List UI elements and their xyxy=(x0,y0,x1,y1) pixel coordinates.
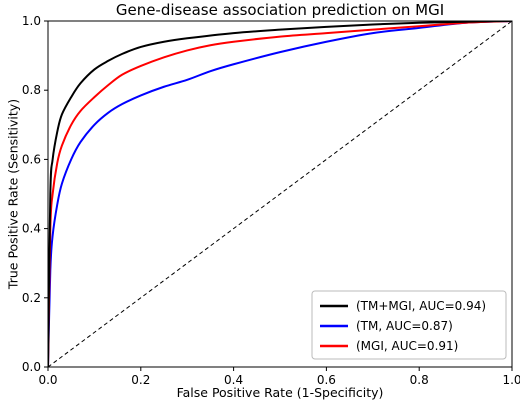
y-tick-label: 0.4 xyxy=(22,222,41,236)
chart-title: Gene-disease association prediction on M… xyxy=(116,1,444,19)
x-axis-label: False Positive Rate (1-Specificity) xyxy=(177,385,384,400)
series-line-tm-mgi xyxy=(48,21,512,367)
x-tick-label: 0.4 xyxy=(224,373,243,387)
y-tick-label: 1.0 xyxy=(22,14,41,28)
series-line-mgi xyxy=(48,21,512,367)
legend-entry-tm: (TM, AUC=0.87) xyxy=(320,319,453,333)
legend-label: (TM+MGI, AUC=0.94) xyxy=(356,299,486,313)
y-tick-label: 0.2 xyxy=(22,291,41,305)
plot-area: 0.0 0.2 0.4 0.6 0.8 1.0 0.0 0.2 0.4 0.6 0.8 1.0 (TM+… xyxy=(22,14,520,387)
reference-diagonal-line xyxy=(47,20,513,368)
x-tick-label: 0.6 xyxy=(317,373,336,387)
legend: (TM+MGI, AUC=0.94) (TM, AUC=0.87) (MGI, AU… xyxy=(311,290,507,360)
plot-frame xyxy=(47,20,513,368)
legend-box xyxy=(311,290,507,360)
y-tick-label: 0.6 xyxy=(22,152,41,166)
x-tick-label: 0.8 xyxy=(410,373,429,387)
legend-entry-tm-mgi: (TM+MGI, AUC=0.94) xyxy=(320,299,486,313)
x-tick-label: 0.2 xyxy=(131,373,150,387)
x-tick-label: 0.0 xyxy=(38,373,57,387)
y-tick-label: 0.8 xyxy=(22,83,41,97)
y-axis-label: True Positive Rate (Sensitivity) xyxy=(6,99,21,290)
y-tick-label: 0.0 xyxy=(22,360,41,374)
x-tick-label: 1.0 xyxy=(502,373,520,387)
legend-label: (TM, AUC=0.87) xyxy=(356,319,453,333)
series-line-tm xyxy=(48,21,512,367)
legend-label: (MGI, AUC=0.91) xyxy=(356,339,458,353)
legend-entry-mgi: (MGI, AUC=0.91) xyxy=(320,339,458,353)
